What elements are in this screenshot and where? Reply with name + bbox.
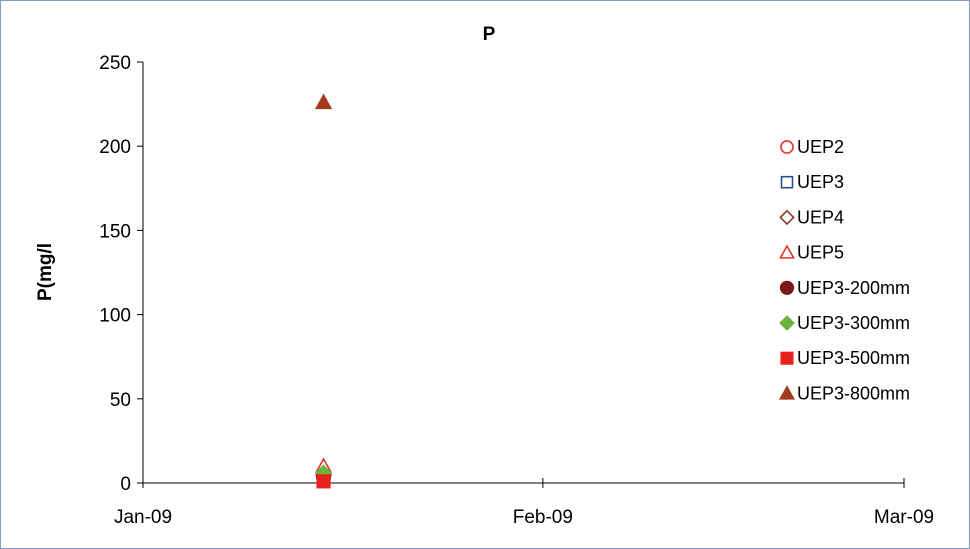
y-tick-label: 250: [99, 53, 131, 74]
legend-marker: [779, 244, 795, 259]
x-tick-label: Feb-09: [513, 507, 573, 528]
x-tick-label: Jan-09: [114, 507, 172, 528]
legend-label: UEP5: [797, 243, 844, 263]
legend-marker: [780, 351, 794, 365]
x-tick-label: Mar-09: [874, 507, 934, 528]
y-axis-label: P(mg/l: [35, 243, 56, 301]
legend: UEP2 UEP3 UEP4 UEP5 UEP3-200mm UEP3-300mm UEP3…: [779, 137, 910, 403]
legend-label: UEP2: [797, 137, 844, 157]
legend-item: UEP4: [779, 207, 844, 227]
data-point: [316, 474, 331, 489]
legend-item: UEP3-800mm: [779, 383, 910, 403]
legend-item: UEP3-500mm: [780, 348, 910, 368]
chart-title: P: [483, 24, 496, 45]
y-tick-label: 100: [99, 306, 131, 327]
data-point: [314, 93, 333, 110]
legend-item: UEP5: [779, 243, 844, 263]
y-tick-label: 200: [99, 137, 131, 158]
legend-label: UEP3-500mm: [797, 348, 910, 368]
axes: 0 50 100 150 200 250 Jan-09 Feb-09 Mar-09: [99, 53, 934, 528]
legend-label: UEP3-800mm: [797, 383, 910, 403]
legend-marker: [780, 140, 794, 154]
legend-label: UEP4: [797, 207, 844, 227]
y-tick-label: 0: [120, 474, 131, 495]
y-tick-label: 150: [99, 221, 131, 242]
legend-item: UEP3: [780, 172, 844, 192]
data-points: [314, 93, 333, 489]
legend-marker: [780, 175, 794, 189]
legend-label: UEP3: [797, 172, 844, 192]
legend-marker: [779, 209, 795, 226]
legend-label: UEP3-200mm: [797, 278, 910, 298]
legend-marker: [779, 280, 795, 295]
legend-item: UEP3-200mm: [779, 278, 910, 298]
legend-label: UEP3-300mm: [797, 313, 910, 333]
y-tick-label: 50: [110, 390, 131, 411]
legend-marker: [779, 385, 795, 400]
legend-item: UEP2: [780, 137, 844, 157]
legend-item: UEP3-300mm: [779, 313, 910, 333]
legend-marker: [779, 315, 795, 331]
